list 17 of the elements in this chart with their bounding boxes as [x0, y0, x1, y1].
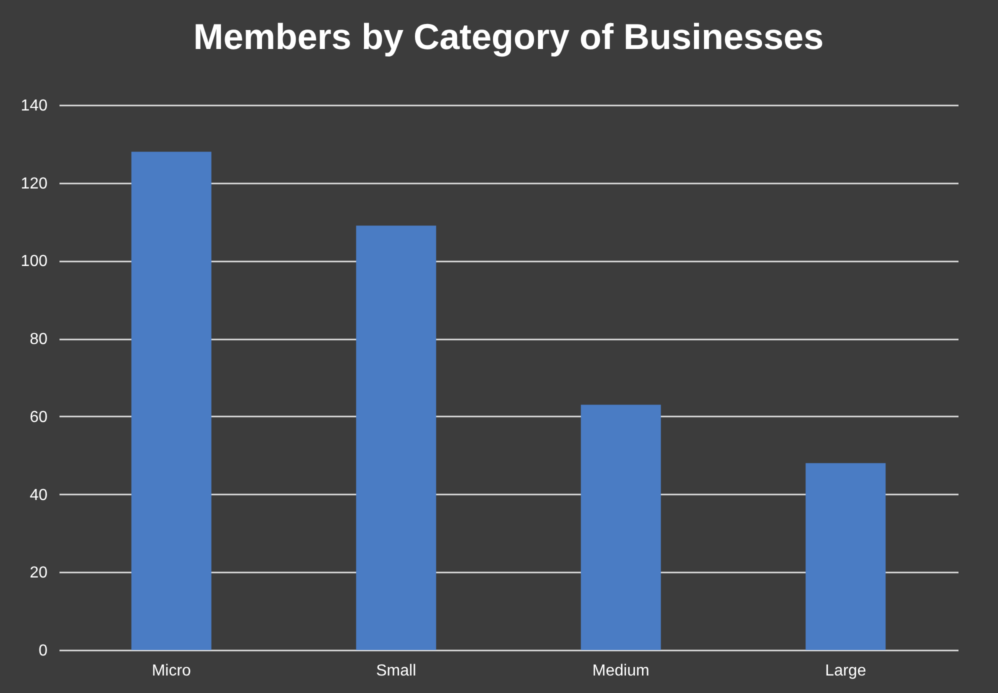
y-tick-label: 80 [30, 331, 48, 348]
y-tick-label: 100 [20, 253, 48, 270]
y-tick-label: 140 [20, 98, 48, 114]
y-tick-label: 20 [30, 564, 48, 582]
y-tick-label: 120 [20, 175, 48, 192]
chart-title: Members by Category of Businesses [193, 16, 824, 57]
y-tick-label: 40 [30, 486, 48, 504]
x-tick-label: Large [825, 662, 866, 680]
bar [806, 463, 886, 650]
x-tick-label: Small [376, 662, 416, 680]
y-tick-label: 0 [38, 642, 48, 660]
y-tick-label: 60 [30, 408, 48, 426]
x-tick-label: Medium [592, 662, 650, 680]
bar [356, 226, 436, 650]
bar [580, 404, 661, 650]
bar [131, 152, 212, 650]
x-tick-label: Micro [152, 662, 192, 680]
